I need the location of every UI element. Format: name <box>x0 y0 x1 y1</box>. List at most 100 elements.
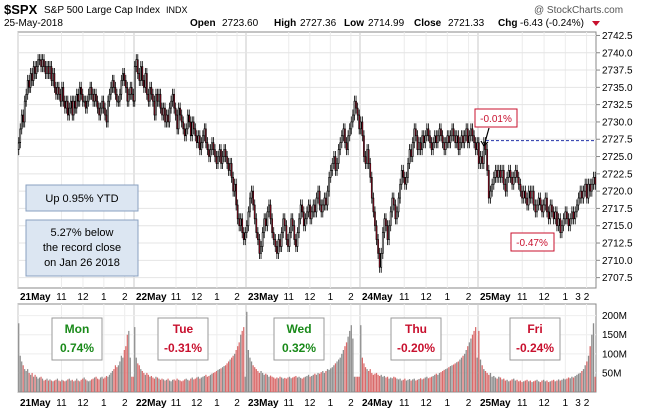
volume-bar <box>339 357 341 392</box>
candle-body <box>359 121 362 130</box>
volume-bar <box>107 376 109 392</box>
volume-bar <box>34 374 36 392</box>
time-tick-label: 1 <box>101 398 107 409</box>
candle-body <box>266 211 269 227</box>
volume-bar <box>551 380 553 392</box>
candle-body <box>372 197 375 213</box>
candle-body <box>433 135 436 144</box>
volume-bar <box>214 372 216 392</box>
volume-bar <box>55 379 57 392</box>
volume-bar <box>561 379 563 392</box>
candle-body <box>47 66 50 74</box>
volume-bar <box>307 374 310 392</box>
candle-body <box>457 135 460 150</box>
record-note-box <box>25 219 139 277</box>
volume-bar <box>135 357 137 392</box>
volume-bar <box>56 378 59 392</box>
volume-bar <box>506 379 508 392</box>
candle-body <box>460 135 463 144</box>
time-tick-label: 11 <box>284 398 295 409</box>
time-tick-label: 2 <box>466 292 472 303</box>
candle-body <box>440 128 442 137</box>
candle-body <box>102 100 105 109</box>
candle-body <box>396 211 398 220</box>
volume-bar <box>519 380 522 392</box>
candle-body <box>471 128 474 137</box>
candle-body <box>104 107 106 116</box>
candle-body <box>336 163 338 171</box>
volume-bar <box>143 372 145 392</box>
candle-body <box>567 218 570 227</box>
volume-bar <box>246 311 248 392</box>
candle-body <box>557 218 560 227</box>
candle-body <box>139 66 142 81</box>
volume-bar <box>293 376 295 392</box>
candle-body <box>542 204 545 213</box>
volume-bar <box>19 355 21 392</box>
candle-body <box>494 170 497 178</box>
day-change: 0.32% <box>282 341 316 355</box>
volume-bar <box>47 380 50 392</box>
volume-bar <box>549 381 551 392</box>
volume-bar <box>546 380 548 392</box>
time-tick-label: 24May <box>362 398 393 409</box>
candle-body <box>203 128 206 137</box>
volume-bar <box>465 350 467 392</box>
volume-bar <box>501 379 503 392</box>
volume-bar <box>290 378 292 392</box>
candle-body <box>238 218 241 227</box>
volume-bar <box>284 377 286 392</box>
volume-bar <box>285 378 288 392</box>
candle-body <box>561 225 563 233</box>
volume-bar <box>271 376 273 392</box>
candle-body <box>113 80 115 88</box>
candle-body <box>188 114 191 123</box>
candle-body <box>424 135 427 144</box>
time-tick-label: 2 <box>466 398 472 409</box>
candle-body <box>84 100 87 109</box>
candle-body <box>521 190 523 199</box>
volume-bar <box>229 359 231 392</box>
time-tick-label: 11 <box>56 398 67 409</box>
candle-body <box>466 128 469 144</box>
volume-bar <box>123 350 125 392</box>
candle-body <box>463 135 466 144</box>
volume-bar <box>326 369 329 392</box>
volume-bar <box>379 375 381 392</box>
volume-bar <box>459 359 461 392</box>
candle-body <box>317 190 319 199</box>
time-tick-label: 1 <box>328 398 334 409</box>
candle-body <box>116 93 118 102</box>
volume-bar <box>315 374 318 392</box>
candle-body <box>290 218 292 233</box>
volume-bar <box>355 376 357 392</box>
volume-bar <box>483 369 485 392</box>
volume-bar <box>155 376 157 392</box>
volume-bar <box>377 374 379 392</box>
candle-body <box>403 176 406 185</box>
volume-bar <box>129 357 131 392</box>
volume-bar <box>252 365 254 392</box>
candle-body <box>74 100 77 109</box>
time-tick-label: 1 <box>101 292 107 303</box>
candle-body <box>491 183 494 192</box>
candle-body <box>167 114 169 123</box>
candle-body <box>476 142 479 150</box>
record-note-line: 5.27% below <box>51 227 114 239</box>
candle-body <box>83 100 85 103</box>
candle-body <box>244 232 247 240</box>
volume-bar <box>260 371 262 392</box>
candle-body <box>497 170 500 178</box>
volume-bar <box>579 372 581 392</box>
day-change: -0.20% <box>397 341 435 355</box>
candle-body <box>492 176 495 185</box>
candle-body <box>526 197 528 206</box>
candle-body <box>89 87 91 95</box>
day-box-frame <box>51 317 103 361</box>
candle-body <box>138 73 141 81</box>
candle-body <box>92 93 94 102</box>
volume-bar <box>61 379 63 392</box>
candle-body <box>68 107 71 116</box>
volume-bar <box>132 376 134 392</box>
candlesticks <box>17 54 597 273</box>
